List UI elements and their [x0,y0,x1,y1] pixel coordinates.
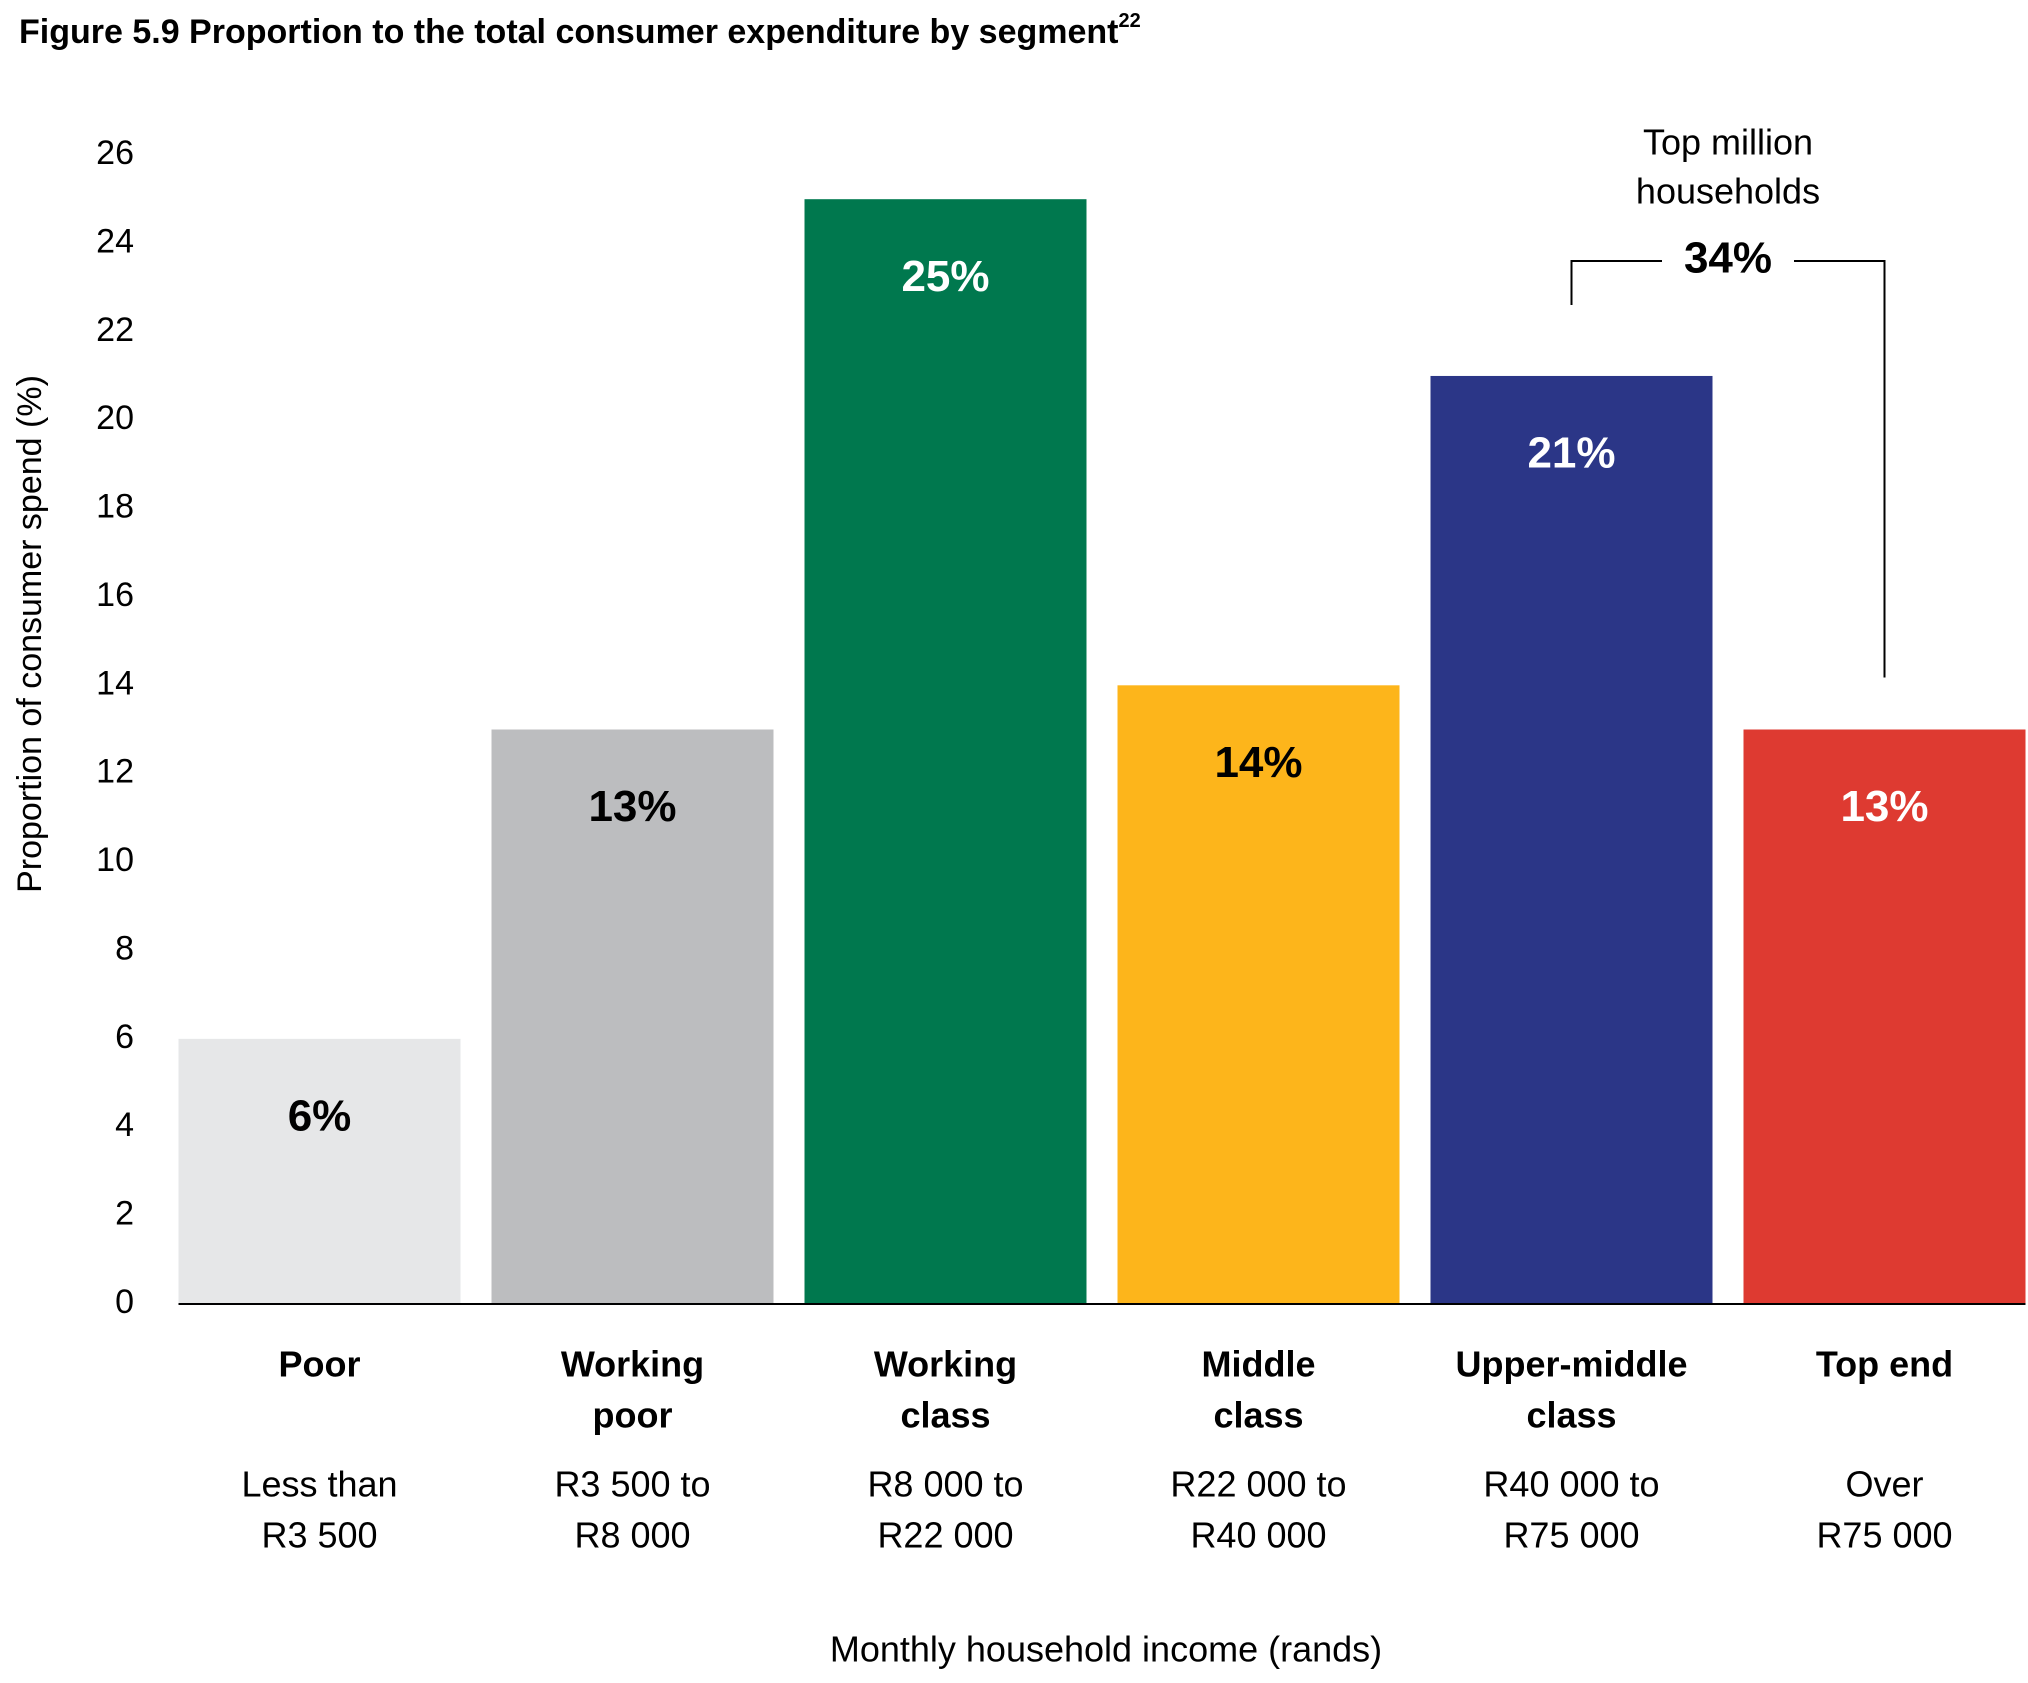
y-tick-label: 10 [96,841,134,879]
value-label: 25% [901,252,989,301]
annotation-bracket [1570,260,1886,678]
annotation-text: Top million [1643,122,1813,163]
value-label: 14% [1214,738,1302,787]
bar [1743,729,2026,1304]
y-tick-label: 22 [96,311,134,349]
x-tick-label: Middle [1202,1344,1316,1385]
annotation-text: households [1636,171,1820,212]
x-tick-label: Upper-middle [1455,1344,1687,1385]
bar [1430,375,1713,1304]
title-superscript: 22 [1119,10,1141,32]
x-tick-label: Working [874,1344,1017,1385]
y-tick-label: 18 [96,488,134,526]
income-range-label: R22 000 to [1170,1464,1346,1505]
income-range-label: R8 000 [574,1515,690,1556]
income-range-label: R40 000 to [1483,1464,1659,1505]
x-axis-title: Monthly household income (rands) [830,1629,1382,1670]
bar [1117,685,1400,1304]
income-range-label: R8 000 to [867,1464,1023,1505]
y-tick-label: 24 [96,222,134,260]
x-tick-label: poor [593,1395,673,1436]
income-range-label: R75 000 [1503,1515,1639,1556]
y-tick-label: 6 [115,1018,134,1056]
value-label: 6% [288,1091,352,1140]
income-range-label: Less than [241,1464,397,1505]
chart-title: Figure 5.9 Proportion to the total consu… [19,10,1141,51]
title-text: Figure 5.9 Proportion to the total consu… [19,13,1119,51]
income-range-label: R3 500 to [554,1464,710,1505]
y-tick-label: 26 [96,134,134,172]
y-tick-label: 8 [115,929,134,967]
bar [491,729,774,1304]
y-tick-label: 16 [96,576,134,614]
value-label: 13% [588,782,676,831]
y-axis-title: Proportion of consumer spend (%) [11,375,49,893]
x-tick-label: class [1213,1395,1303,1436]
bar [178,1038,461,1304]
income-range-label: Over [1845,1464,1923,1505]
income-range-label: R3 500 [261,1515,377,1556]
y-tick-label: 12 [96,753,134,791]
annotation-label: 34% [1684,234,1772,283]
value-label: 13% [1840,782,1928,831]
y-tick-label: 20 [96,399,134,437]
x-tick-label: Top end [1816,1344,1953,1385]
y-tick-label: 4 [115,1106,134,1144]
income-range-label: R22 000 [877,1515,1013,1556]
x-tick-label: class [900,1395,990,1436]
income-range-label: R75 000 [1816,1515,1952,1556]
bar [804,199,1087,1305]
income-range-label: R40 000 [1190,1515,1326,1556]
y-tick-label: 0 [115,1283,134,1321]
x-tick-label: class [1526,1395,1616,1436]
x-tick-label: Working [561,1344,704,1385]
value-label: 21% [1527,429,1615,478]
x-tick-label: Poor [278,1344,360,1385]
y-tick-label: 2 [115,1195,134,1233]
y-tick-label: 14 [96,664,134,702]
